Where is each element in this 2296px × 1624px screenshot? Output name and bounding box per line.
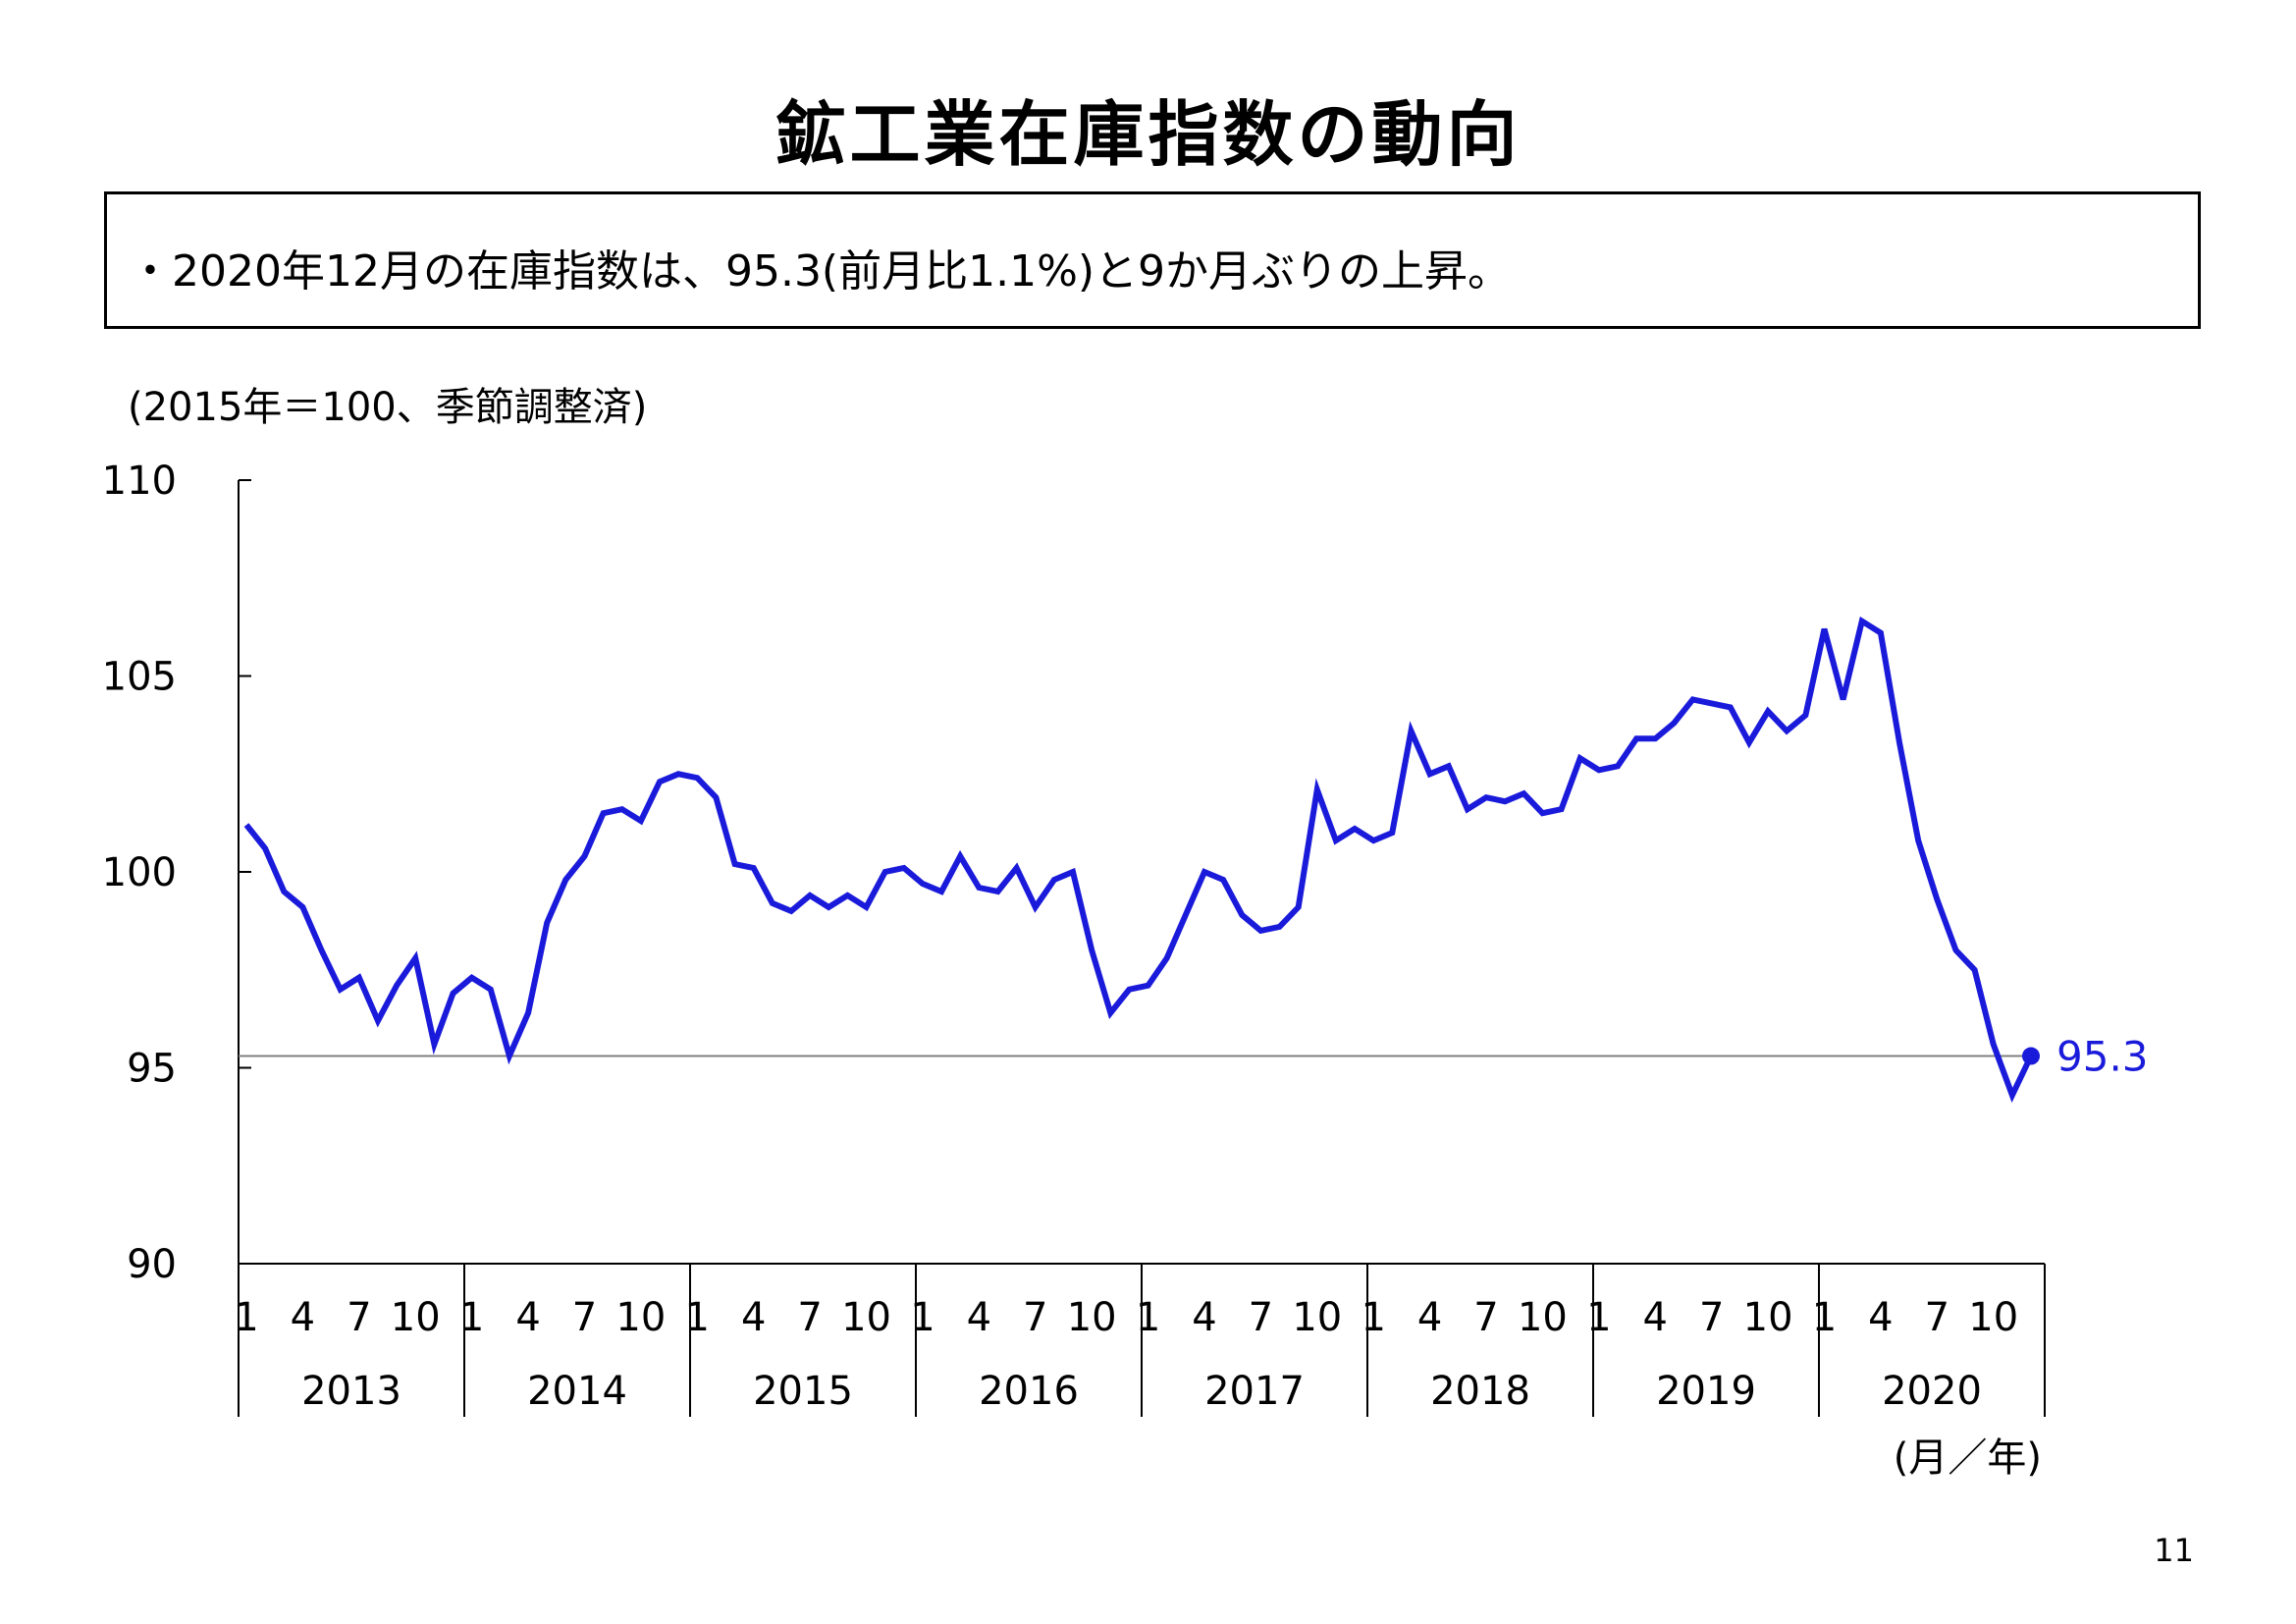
x-axis-unit-label: (月／年) bbox=[1894, 1435, 2042, 1481]
x-year-label: 2018 bbox=[1430, 1369, 1530, 1414]
unit-label: (2015年＝100、季節調整済) bbox=[128, 385, 647, 430]
x-month-label: 10 bbox=[615, 1295, 666, 1340]
x-year-label: 2020 bbox=[1882, 1369, 1982, 1414]
x-month-label: 4 bbox=[1643, 1295, 1668, 1340]
x-month-label: 4 bbox=[291, 1295, 315, 1340]
x-year-label: 2017 bbox=[1204, 1369, 1305, 1414]
y-tick-label: 110 bbox=[102, 459, 177, 504]
x-month-label: 1 bbox=[459, 1295, 484, 1340]
x-month-label: 7 bbox=[347, 1295, 371, 1340]
summary-box: ・2020年12月の在庫指数は、95.3(前月比1.1%)と9か月ぶりの上昇。 bbox=[104, 191, 2201, 329]
summary-text: ・2020年12月の在庫指数は、95.3(前月比1.1%)と9か月ぶりの上昇。 bbox=[129, 246, 1512, 297]
x-month-label: 1 bbox=[1586, 1295, 1611, 1340]
x-month-label: 4 bbox=[967, 1295, 991, 1340]
x-month-label: 10 bbox=[1743, 1295, 1793, 1340]
x-year-label: 2019 bbox=[1656, 1369, 1756, 1414]
y-tick-label: 90 bbox=[127, 1242, 177, 1287]
x-month-label: 10 bbox=[1518, 1295, 1568, 1340]
x-month-label: 7 bbox=[1473, 1295, 1498, 1340]
page-number: 11 bbox=[2154, 1532, 2194, 1569]
x-month-label: 7 bbox=[572, 1295, 597, 1340]
y-tick-label: 95 bbox=[127, 1047, 177, 1092]
x-month-label: 1 bbox=[685, 1295, 710, 1340]
x-month-label: 10 bbox=[841, 1295, 891, 1340]
last-point-marker bbox=[2022, 1047, 2040, 1065]
x-month-label: 10 bbox=[1067, 1295, 1117, 1340]
x-year-label: 2015 bbox=[753, 1369, 853, 1414]
x-month-label: 7 bbox=[797, 1295, 822, 1340]
x-year-label: 2013 bbox=[301, 1369, 401, 1414]
last-value-label: 95.3 bbox=[2056, 1033, 2149, 1081]
x-month-label: 4 bbox=[741, 1295, 766, 1340]
x-month-label: 1 bbox=[234, 1295, 258, 1340]
page-title: 鉱工業在庫指数の動向 bbox=[774, 93, 1522, 176]
y-tick-label: 105 bbox=[102, 655, 177, 700]
x-month-label: 7 bbox=[1925, 1295, 1949, 1340]
inventory-index-line bbox=[243, 616, 2034, 1104]
x-month-label: 1 bbox=[1136, 1295, 1160, 1340]
x-month-label: 7 bbox=[1249, 1295, 1273, 1340]
x-month-label: 4 bbox=[1192, 1295, 1216, 1340]
x-year-label: 2016 bbox=[979, 1369, 1079, 1414]
x-month-label: 1 bbox=[1361, 1295, 1385, 1340]
x-month-label: 1 bbox=[910, 1295, 934, 1340]
x-month-label: 10 bbox=[1968, 1295, 2018, 1340]
x-month-label: 4 bbox=[515, 1295, 540, 1340]
x-month-label: 1 bbox=[1812, 1295, 1837, 1340]
x-month-label: 4 bbox=[1417, 1295, 1442, 1340]
x-month-label: 10 bbox=[1292, 1295, 1342, 1340]
x-month-label: 4 bbox=[1868, 1295, 1893, 1340]
x-month-label: 7 bbox=[1023, 1295, 1047, 1340]
x-month-label: 7 bbox=[1699, 1295, 1724, 1340]
x-year-label: 2014 bbox=[527, 1369, 627, 1414]
x-month-label: 10 bbox=[391, 1295, 441, 1340]
y-tick-label: 100 bbox=[102, 850, 177, 895]
